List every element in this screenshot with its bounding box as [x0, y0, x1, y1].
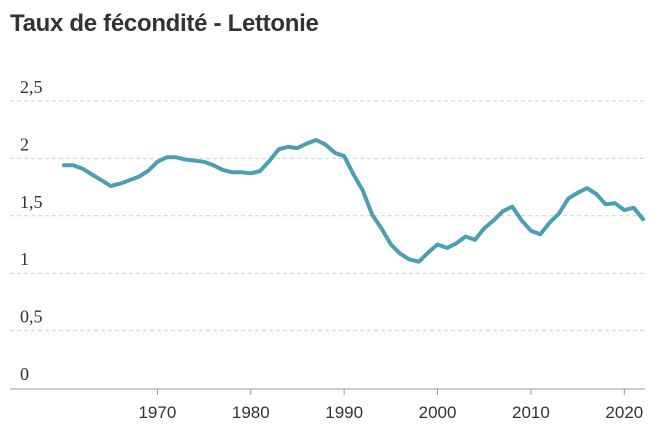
x-tick-label: 2010	[512, 403, 550, 422]
x-tick-label: 1990	[325, 403, 363, 422]
x-tick-label: 2020	[605, 403, 643, 422]
x-tick-label: 1970	[138, 403, 176, 422]
grid-lines	[10, 100, 645, 332]
y-tick-label: 1	[20, 249, 29, 269]
y-tick-label: 0	[20, 364, 29, 384]
x-tick-label: 1980	[232, 403, 270, 422]
y-tick-label: 0,5	[20, 307, 43, 327]
x-axis: 1970 1980 1990 2000 2010 2020	[10, 388, 645, 422]
y-tick-label: 2	[20, 134, 29, 154]
series-line-0	[62, 138, 645, 264]
series-layer	[62, 138, 645, 264]
y-tick-label: 2,5	[20, 77, 43, 97]
y-axis-ticks: 0 0,5 1 1,5 2 2,5	[20, 77, 43, 384]
x-tick-label: 2000	[419, 403, 457, 422]
chart-title: Taux de fécondité - Lettonie	[10, 10, 319, 37]
y-tick-label: 1,5	[20, 192, 43, 212]
